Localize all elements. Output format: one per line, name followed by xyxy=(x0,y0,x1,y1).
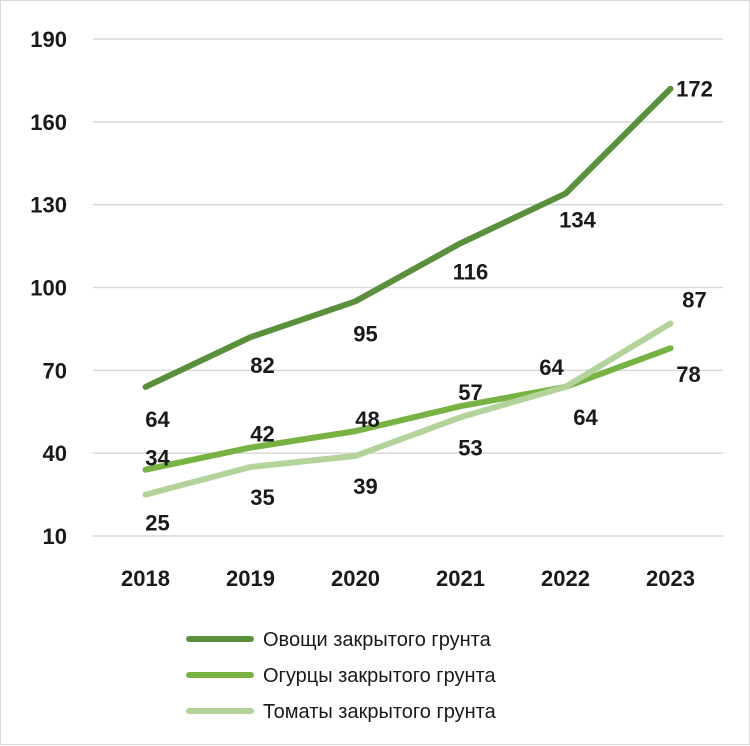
data-label: 48 xyxy=(355,407,379,432)
data-label: 53 xyxy=(458,435,482,460)
y-tick-label: 190 xyxy=(30,27,67,52)
data-label: 87 xyxy=(682,287,706,312)
data-label: 25 xyxy=(145,511,169,536)
series-line-0 xyxy=(142,85,674,390)
x-tick-label: 2018 xyxy=(121,566,170,591)
data-label: 57 xyxy=(458,380,482,405)
series-line-1 xyxy=(142,345,674,473)
y-tick-label: 70 xyxy=(43,358,67,383)
x-tick-label: 2020 xyxy=(331,566,380,591)
legend-label: Овощи закрытого грунта xyxy=(263,629,492,651)
y-tick-label: 10 xyxy=(43,524,67,549)
y-tick-label: 100 xyxy=(30,276,67,301)
data-label: 116 xyxy=(453,259,489,284)
data-label: 78 xyxy=(676,362,700,387)
data-label: 134 xyxy=(559,208,596,233)
x-axis-ticks: 2018 2019 2020 2021 2022 2023 xyxy=(121,566,695,591)
data-label: 35 xyxy=(250,485,274,510)
x-tick-label: 2021 xyxy=(436,566,485,591)
data-label: 64 xyxy=(539,355,564,380)
series-line-2 xyxy=(142,320,674,498)
legend: Овощи закрытого грунта Огурцы закрытого г… xyxy=(186,629,497,723)
x-tick-label: 2019 xyxy=(226,566,275,591)
grid-lines xyxy=(93,38,723,537)
data-label: 172 xyxy=(676,77,713,102)
data-label: 39 xyxy=(353,474,377,499)
x-tick-label: 2022 xyxy=(541,566,590,591)
x-tick-label: 2023 xyxy=(646,566,695,591)
data-label: 64 xyxy=(145,407,170,432)
data-label: 95 xyxy=(353,321,377,346)
data-label: 42 xyxy=(250,422,274,447)
legend-label: Томаты закрытого грунта xyxy=(263,701,497,723)
data-label: 64 xyxy=(573,405,598,430)
legend-label: Огурцы закрытого грунта xyxy=(263,665,496,687)
y-axis-ticks: 10 40 70 100 130 160 190 xyxy=(30,27,67,549)
data-labels: 64 82 95 116 134 172 34 42 48 57 64 78 25 35 39 53 64 87 xyxy=(145,77,713,536)
y-tick-label: 130 xyxy=(30,193,67,218)
y-tick-label: 40 xyxy=(43,441,67,466)
series-lines xyxy=(142,85,674,498)
y-tick-label: 160 xyxy=(30,110,67,135)
data-label: 34 xyxy=(145,446,170,471)
data-label: 82 xyxy=(250,353,274,378)
